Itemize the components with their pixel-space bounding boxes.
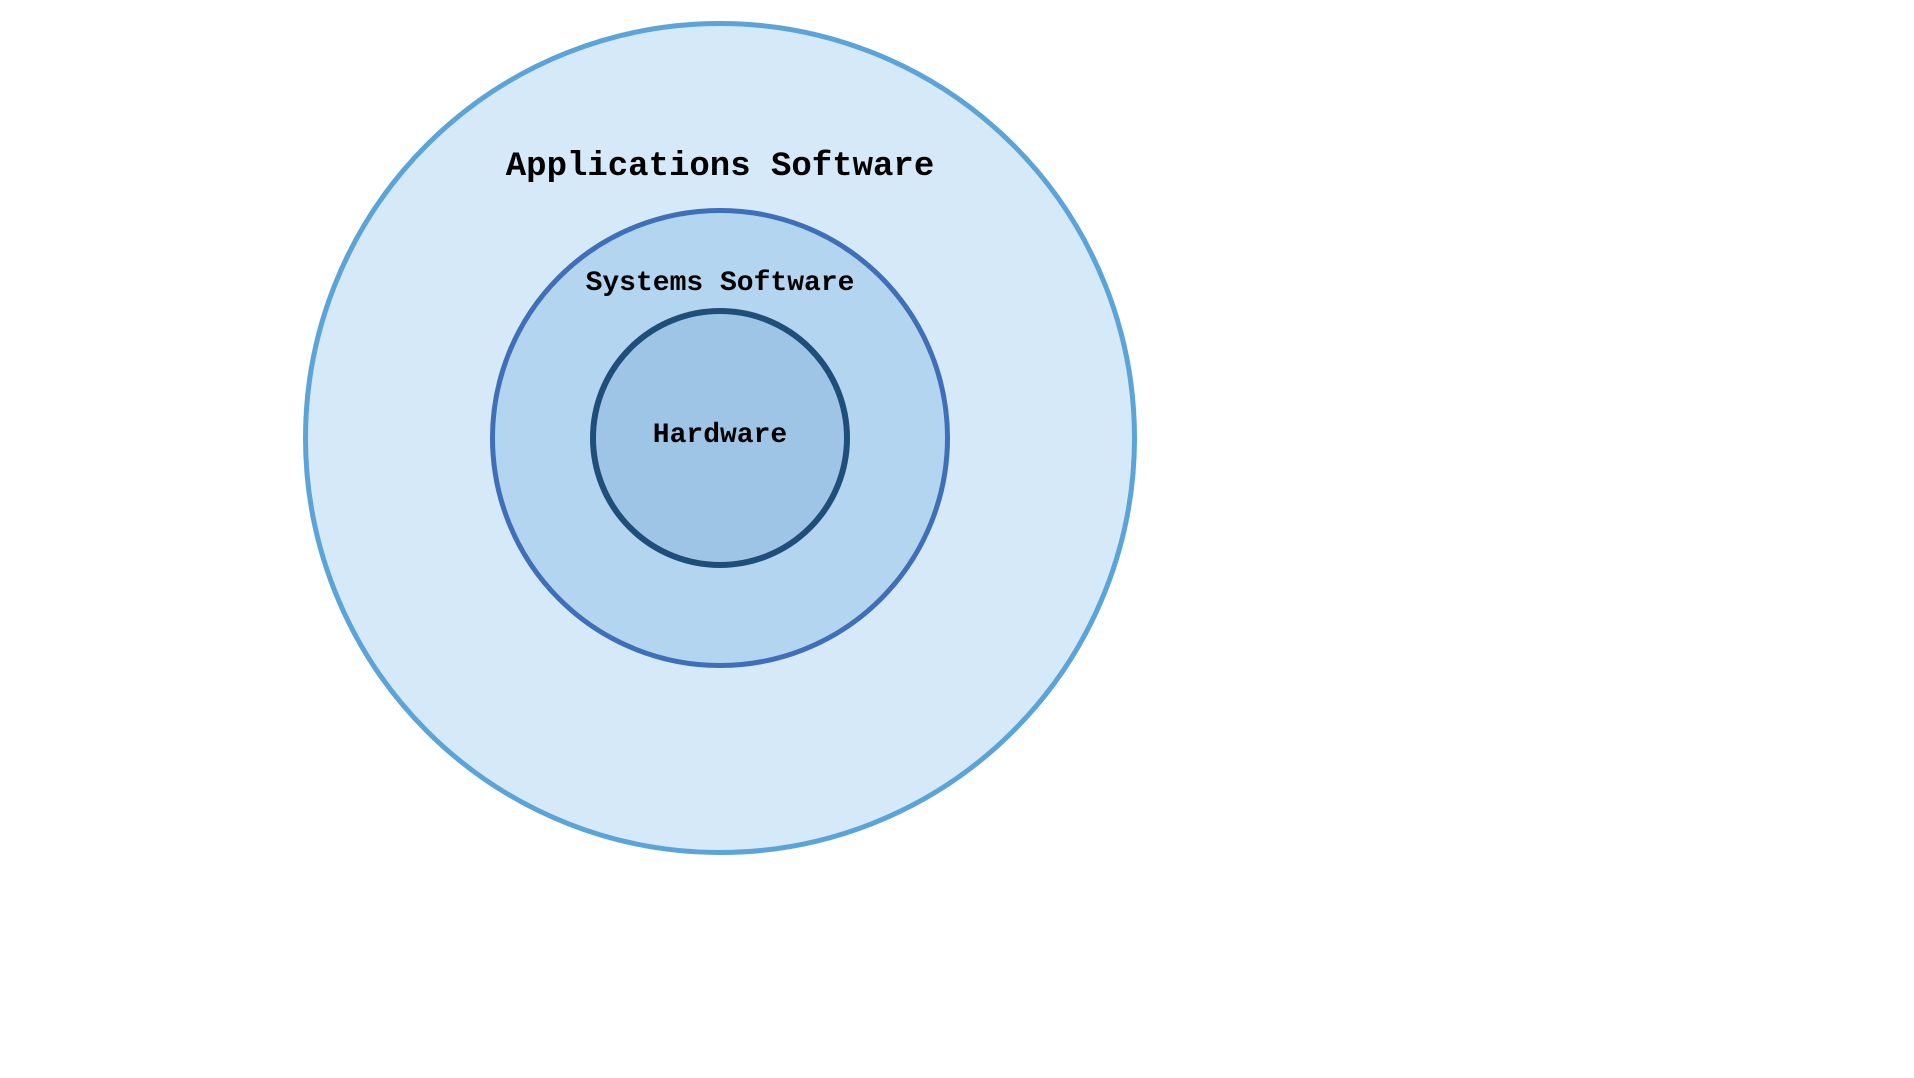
systems-software-label: Systems Software [586, 268, 855, 299]
concentric-diagram: Applications Software Systems Software H… [0, 0, 1914, 1078]
hardware-label: Hardware [653, 420, 787, 451]
applications-software-label: Applications Software [506, 148, 934, 186]
